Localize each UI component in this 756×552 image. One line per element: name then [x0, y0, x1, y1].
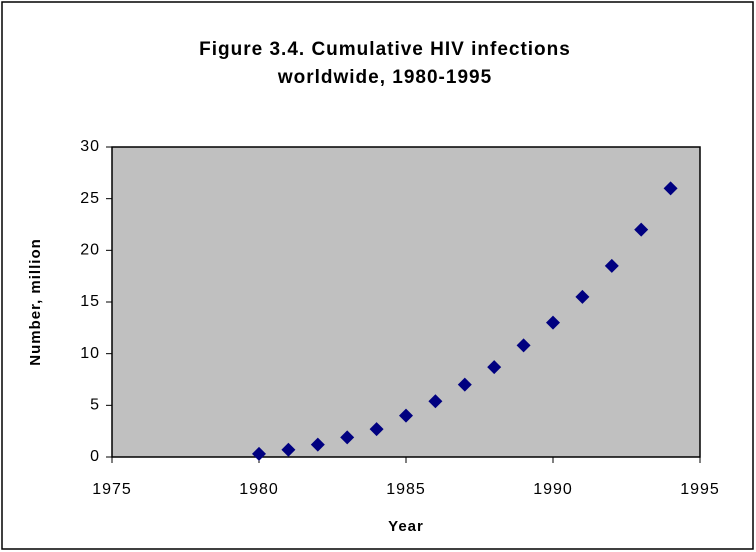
data-point — [575, 289, 590, 304]
x-tick-label: 1980 — [239, 481, 279, 498]
data-point — [310, 437, 325, 452]
chart-title: worldwide, 1980-1995 — [277, 67, 492, 88]
x-axis-label: Year — [388, 518, 424, 535]
data-point — [369, 422, 384, 437]
data-point — [281, 442, 296, 457]
data-point — [663, 181, 678, 196]
chart-title: Figure 3.4. Cumulative HIV infections — [199, 39, 571, 60]
y-tick-label: 20 — [80, 242, 100, 259]
data-point — [399, 408, 413, 423]
y-tick-label: 10 — [80, 345, 100, 362]
data-point — [546, 315, 560, 330]
data-point — [487, 360, 502, 375]
data-point — [457, 377, 472, 392]
data-point — [428, 394, 443, 409]
x-tick-label: 1985 — [386, 481, 426, 498]
x-tick-label: 1975 — [92, 481, 132, 498]
y-axis-label: Number, million — [27, 238, 44, 366]
data-point — [634, 222, 649, 237]
y-tick-label: 15 — [80, 293, 100, 310]
plot-area — [111, 146, 701, 458]
data-point — [252, 446, 266, 461]
data-point — [516, 338, 531, 353]
y-tick-label: 30 — [80, 138, 100, 155]
x-tick-label: 1990 — [533, 481, 573, 498]
y-tick-label: 0 — [90, 448, 100, 465]
data-point — [340, 430, 355, 445]
y-tick-label: 25 — [80, 190, 100, 207]
y-tick-label: 5 — [90, 397, 100, 414]
x-tick-label: 1995 — [680, 481, 720, 498]
data-point — [604, 258, 619, 273]
